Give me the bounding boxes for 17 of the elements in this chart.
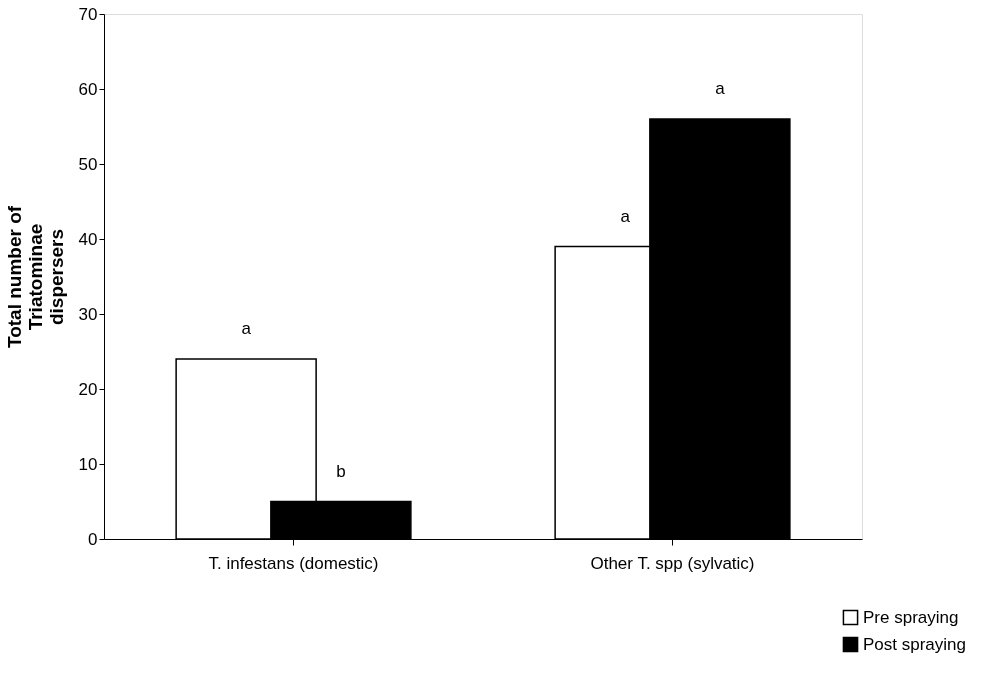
y-tick-label: 0: [88, 529, 98, 549]
x-tick-label: Other T. spp (sylvatic): [590, 553, 755, 573]
y-tick-label: 50: [78, 154, 98, 174]
y-tick-label: 40: [78, 229, 98, 249]
y-tick-label: 30: [78, 304, 98, 324]
y-tick-label: 60: [78, 79, 98, 99]
y-tick-label: 20: [78, 379, 98, 399]
annotation: a: [241, 319, 252, 338]
y-tick-label: 10: [78, 454, 98, 474]
legend-label: Pre spraying: [863, 607, 959, 627]
y-tick-label: 70: [78, 4, 98, 24]
y-axis-title: Total number of Triatominae dispersers: [3, 205, 67, 349]
annotation: b: [336, 461, 346, 481]
legend-label: Post spraying: [863, 634, 966, 654]
x-tick-label: T. infestans (domestic): [208, 553, 379, 573]
annotation: a: [715, 79, 726, 98]
annotation: a: [620, 206, 631, 226]
